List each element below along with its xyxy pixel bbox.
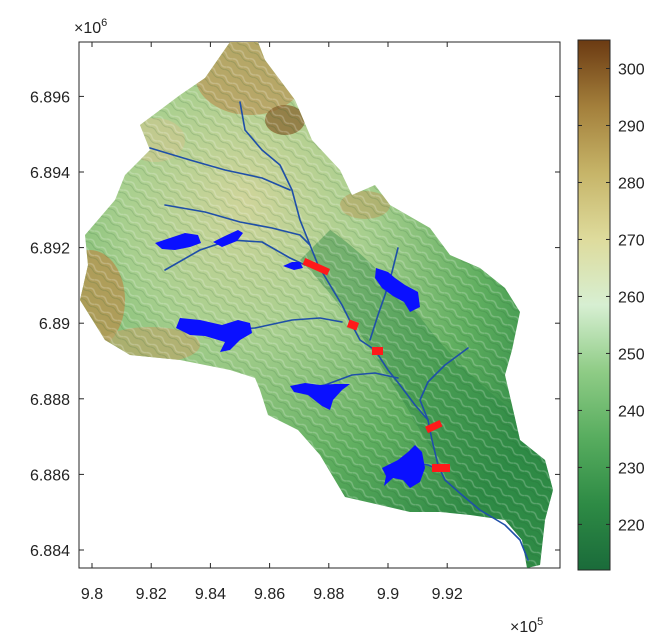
dam-5: [432, 464, 450, 472]
colorbar-tick-label: 240: [618, 403, 645, 420]
dam-1: [302, 257, 331, 276]
colorbar-tick-label: 300: [618, 61, 645, 78]
y-multiplier: ×106: [74, 17, 107, 37]
x-tick-label: 9.9: [377, 586, 399, 603]
x-multiplier: ×105: [510, 616, 543, 636]
y-tick-label: 6.888: [30, 392, 70, 409]
colorbar-ticks: 220 230 240 250 260 270 280 290 300: [578, 61, 645, 534]
colorbar-tick-label: 250: [618, 346, 645, 363]
tributary-ne: [369, 247, 399, 341]
colorbar-tick-label: 290: [618, 118, 645, 135]
dams: [302, 257, 450, 472]
tributary-nw: [149, 147, 291, 191]
reservoir-4: [283, 262, 303, 270]
x-tick-label: 9.82: [136, 586, 167, 603]
colorbar-tick-label: 270: [618, 232, 645, 249]
tributary-w2: [164, 239, 306, 271]
reservoir-6: [290, 383, 350, 410]
x-tick-label: 9.86: [254, 586, 285, 603]
y-tick-label: 6.894: [30, 165, 70, 182]
colorbar-tick-label: 260: [618, 289, 645, 306]
reservoir-5: [375, 268, 420, 312]
dam-2: [346, 319, 360, 331]
x-tick-label: 9.84: [195, 586, 226, 603]
x-axis: 9.8 9.82 9.84 9.86 9.88 9.9 9.92: [81, 42, 463, 603]
y-tick-label: 6.886: [30, 467, 70, 484]
colorbar-tick-label: 230: [618, 460, 645, 477]
dam-4: [425, 419, 443, 434]
dam-3: [372, 347, 383, 355]
x-tick-label: 9.8: [81, 586, 103, 603]
y-axis: 6.884 6.886 6.888 6.89 6.892 6.894 6.896: [30, 89, 560, 560]
y-tick-label: 6.896: [30, 89, 70, 106]
x-tick-label: 9.92: [432, 586, 463, 603]
colorbar-tick-label: 220: [618, 517, 645, 534]
x-tick-label: 9.88: [313, 586, 344, 603]
y-tick-label: 6.89: [39, 316, 70, 333]
reservoir-2: [213, 230, 243, 247]
tributary-w1: [164, 204, 311, 246]
y-tick-label: 6.884: [30, 543, 70, 560]
reservoirs: [155, 230, 425, 488]
colorbar-tick-label: 280: [618, 175, 645, 192]
tributary-e: [419, 347, 469, 421]
reservoir-1: [155, 233, 201, 250]
reservoir-3: [176, 318, 252, 352]
y-tick-label: 6.892: [30, 241, 70, 258]
colorbar: [577, 39, 611, 571]
reservoir-7: [382, 445, 425, 488]
